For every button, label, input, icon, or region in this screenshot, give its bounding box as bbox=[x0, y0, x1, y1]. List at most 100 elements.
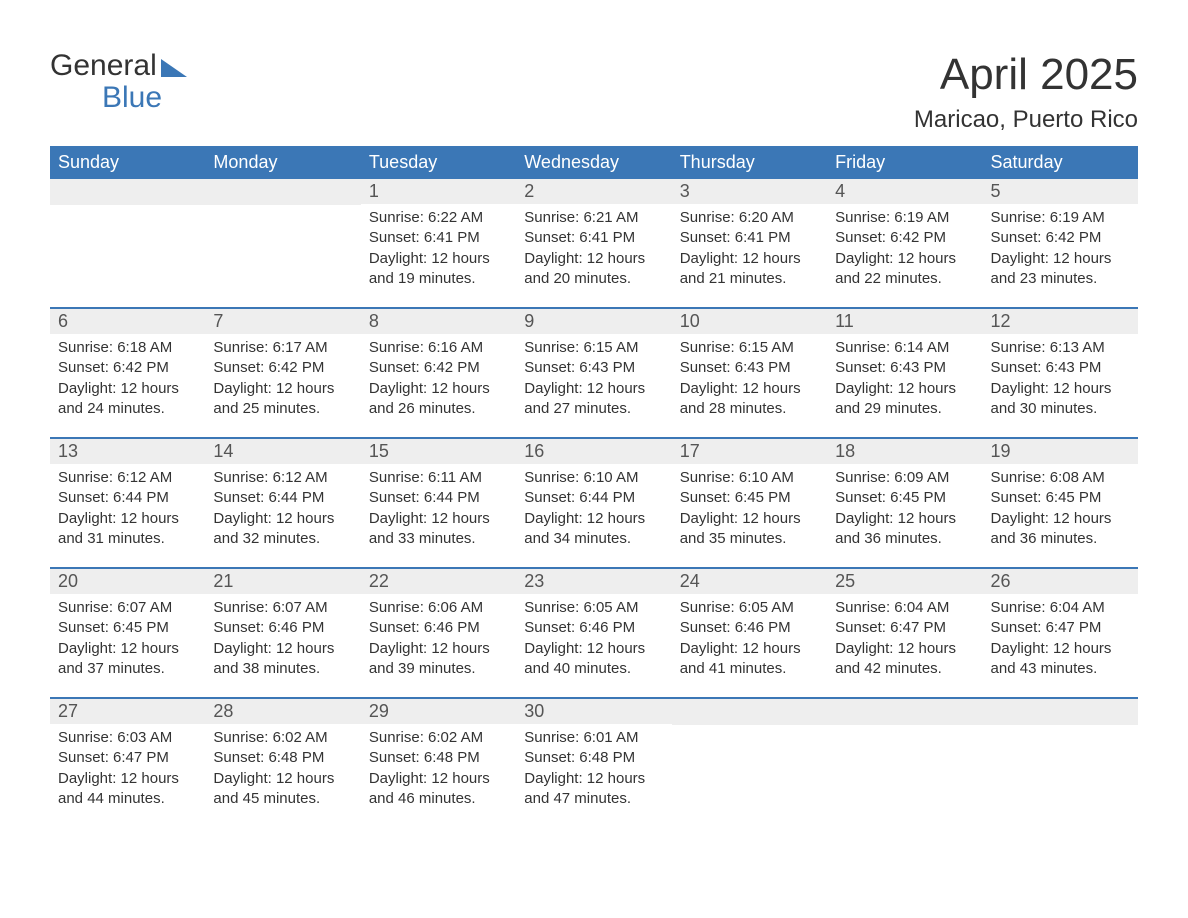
sunrise-text: Sunrise: 6:15 AM bbox=[680, 338, 819, 358]
sunset-text: Sunset: 6:43 PM bbox=[524, 358, 663, 378]
daylight-text: Daylight: 12 hours and 46 minutes. bbox=[369, 769, 508, 810]
daylight-text: Daylight: 12 hours and 47 minutes. bbox=[524, 769, 663, 810]
sunrise-text: Sunrise: 6:20 AM bbox=[680, 208, 819, 228]
calendar-day: 28Sunrise: 6:02 AMSunset: 6:48 PMDayligh… bbox=[205, 699, 360, 827]
day-number: 29 bbox=[361, 699, 516, 724]
day-number: 1 bbox=[361, 179, 516, 204]
daylight-text: Daylight: 12 hours and 33 minutes. bbox=[369, 509, 508, 550]
sunrise-text: Sunrise: 6:09 AM bbox=[835, 468, 974, 488]
sunset-text: Sunset: 6:46 PM bbox=[213, 618, 352, 638]
day-number: 27 bbox=[50, 699, 205, 724]
sunset-text: Sunset: 6:41 PM bbox=[369, 228, 508, 248]
calendar-day: 20Sunrise: 6:07 AMSunset: 6:45 PMDayligh… bbox=[50, 569, 205, 697]
weeks-container: 1Sunrise: 6:22 AMSunset: 6:41 PMDaylight… bbox=[50, 179, 1138, 827]
calendar-day: 1Sunrise: 6:22 AMSunset: 6:41 PMDaylight… bbox=[361, 179, 516, 307]
calendar-day: 4Sunrise: 6:19 AMSunset: 6:42 PMDaylight… bbox=[827, 179, 982, 307]
daylight-text: Daylight: 12 hours and 20 minutes. bbox=[524, 249, 663, 290]
day-label-tue: Tuesday bbox=[361, 146, 516, 179]
day-body: Sunrise: 6:04 AMSunset: 6:47 PMDaylight:… bbox=[827, 594, 982, 679]
day-body: Sunrise: 6:07 AMSunset: 6:45 PMDaylight:… bbox=[50, 594, 205, 679]
sunrise-text: Sunrise: 6:17 AM bbox=[213, 338, 352, 358]
day-number: 8 bbox=[361, 309, 516, 334]
calendar-day: 25Sunrise: 6:04 AMSunset: 6:47 PMDayligh… bbox=[827, 569, 982, 697]
day-body: Sunrise: 6:15 AMSunset: 6:43 PMDaylight:… bbox=[672, 334, 827, 419]
daylight-text: Daylight: 12 hours and 37 minutes. bbox=[58, 639, 197, 680]
page-title: April 2025 bbox=[914, 50, 1138, 100]
title-block: April 2025 Maricao, Puerto Rico bbox=[914, 50, 1138, 134]
day-body: Sunrise: 6:02 AMSunset: 6:48 PMDaylight:… bbox=[205, 724, 360, 809]
daylight-text: Daylight: 12 hours and 26 minutes. bbox=[369, 379, 508, 420]
sunset-text: Sunset: 6:48 PM bbox=[524, 748, 663, 768]
calendar-day: 30 Sunrise: 6:01 AMSunset: 6:48 PMDayligh… bbox=[516, 699, 671, 827]
calendar-day: 7Sunrise: 6:17 AMSunset: 6:42 PMDaylight… bbox=[205, 309, 360, 437]
sunrise-text: Sunrise: 6:05 AM bbox=[524, 598, 663, 618]
daylight-text: Daylight: 12 hours and 25 minutes. bbox=[213, 379, 352, 420]
sunset-text: Sunset: 6:46 PM bbox=[524, 618, 663, 638]
day-body: Sunrise: 6:10 AMSunset: 6:44 PMDaylight:… bbox=[516, 464, 671, 549]
sunrise-text: Sunrise: 6:18 AM bbox=[58, 338, 197, 358]
day-body: Sunrise: 6:12 AMSunset: 6:44 PMDaylight:… bbox=[50, 464, 205, 549]
daylight-text: Daylight: 12 hours and 19 minutes. bbox=[369, 249, 508, 290]
calendar-day-empty bbox=[50, 179, 205, 307]
sunset-text: Sunset: 6:44 PM bbox=[213, 488, 352, 508]
sunrise-text: Sunrise: 6:21 AM bbox=[524, 208, 663, 228]
day-number: 6 bbox=[50, 309, 205, 334]
sunrise-text: Sunrise: 6:07 AM bbox=[58, 598, 197, 618]
day-number: 19 bbox=[983, 439, 1138, 464]
sunrise-text: Sunrise: 6:16 AM bbox=[369, 338, 508, 358]
daylight-text: Daylight: 12 hours and 45 minutes. bbox=[213, 769, 352, 810]
day-number bbox=[983, 699, 1138, 725]
sunset-text: Sunset: 6:42 PM bbox=[213, 358, 352, 378]
sunset-text: Sunset: 6:45 PM bbox=[680, 488, 819, 508]
sunrise-text: Sunrise: 6:10 AM bbox=[680, 468, 819, 488]
sunset-text: Sunset: 6:47 PM bbox=[58, 748, 197, 768]
day-number: 10 bbox=[672, 309, 827, 334]
day-number: 16 bbox=[516, 439, 671, 464]
day-number: 17 bbox=[672, 439, 827, 464]
daylight-text: Daylight: 12 hours and 43 minutes. bbox=[991, 639, 1130, 680]
sunrise-text: Sunrise: 6:11 AM bbox=[369, 468, 508, 488]
day-number: 21 bbox=[205, 569, 360, 594]
sunrise-text: Sunrise: 6:15 AM bbox=[524, 338, 663, 358]
sunrise-text: Sunrise: 6:03 AM bbox=[58, 728, 197, 748]
day-body: Sunrise: 6:18 AMSunset: 6:42 PMDaylight:… bbox=[50, 334, 205, 419]
sunset-text: Sunset: 6:42 PM bbox=[58, 358, 197, 378]
daylight-text: Daylight: 12 hours and 35 minutes. bbox=[680, 509, 819, 550]
day-number: 3 bbox=[672, 179, 827, 204]
day-body: Sunrise: 6:14 AMSunset: 6:43 PMDaylight:… bbox=[827, 334, 982, 419]
sunrise-text: Sunrise: 6:22 AM bbox=[369, 208, 508, 228]
calendar-week: 13Sunrise: 6:12 AMSunset: 6:44 PMDayligh… bbox=[50, 437, 1138, 567]
day-number: 12 bbox=[983, 309, 1138, 334]
sunset-text: Sunset: 6:47 PM bbox=[991, 618, 1130, 638]
sunrise-text: Sunrise: 6:19 AM bbox=[835, 208, 974, 228]
day-label-thu: Thursday bbox=[672, 146, 827, 179]
day-body: Sunrise: 6:16 AMSunset: 6:42 PMDaylight:… bbox=[361, 334, 516, 419]
sunset-text: Sunset: 6:45 PM bbox=[58, 618, 197, 638]
day-body: Sunrise: 6:22 AMSunset: 6:41 PMDaylight:… bbox=[361, 204, 516, 289]
day-body: Sunrise: 6:19 AMSunset: 6:42 PMDaylight:… bbox=[983, 204, 1138, 289]
day-number bbox=[827, 699, 982, 725]
day-body: Sunrise: 6:09 AMSunset: 6:45 PMDaylight:… bbox=[827, 464, 982, 549]
sunrise-text: Sunrise: 6:10 AM bbox=[524, 468, 663, 488]
daylight-text: Daylight: 12 hours and 28 minutes. bbox=[680, 379, 819, 420]
daylight-text: Daylight: 12 hours and 24 minutes. bbox=[58, 379, 197, 420]
day-body: Sunrise: 6:06 AMSunset: 6:46 PMDaylight:… bbox=[361, 594, 516, 679]
sunrise-text: Sunrise: 6:01 AM bbox=[524, 728, 663, 748]
sunrise-text: Sunrise: 6:12 AM bbox=[213, 468, 352, 488]
calendar-week: 20Sunrise: 6:07 AMSunset: 6:45 PMDayligh… bbox=[50, 567, 1138, 697]
header: General Blue April 2025 Maricao, Puerto … bbox=[50, 50, 1138, 134]
day-label-fri: Friday bbox=[827, 146, 982, 179]
day-number: 26 bbox=[983, 569, 1138, 594]
sunset-text: Sunset: 6:46 PM bbox=[680, 618, 819, 638]
sunrise-text: Sunrise: 6:19 AM bbox=[991, 208, 1130, 228]
sunset-text: Sunset: 6:42 PM bbox=[835, 228, 974, 248]
calendar-day: 14Sunrise: 6:12 AMSunset: 6:44 PMDayligh… bbox=[205, 439, 360, 567]
daylight-text: Daylight: 12 hours and 44 minutes. bbox=[58, 769, 197, 810]
day-body: Sunrise: 6:10 AMSunset: 6:45 PMDaylight:… bbox=[672, 464, 827, 549]
sunset-text: Sunset: 6:45 PM bbox=[991, 488, 1130, 508]
day-number: 30 bbox=[516, 699, 671, 724]
sunset-text: Sunset: 6:44 PM bbox=[58, 488, 197, 508]
day-body: Sunrise: 6:13 AMSunset: 6:43 PMDaylight:… bbox=[983, 334, 1138, 419]
day-body: Sunrise: 6:17 AMSunset: 6:42 PMDaylight:… bbox=[205, 334, 360, 419]
day-body: Sunrise: 6:02 AMSunset: 6:48 PMDaylight:… bbox=[361, 724, 516, 809]
